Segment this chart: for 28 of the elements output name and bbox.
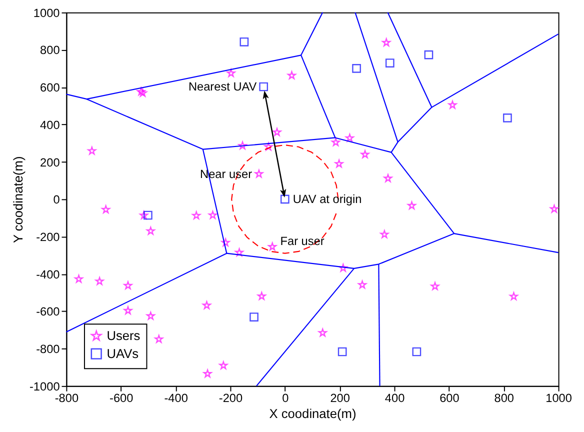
x-tick-label: 200 [330,391,350,406]
legend-label: UAVs [106,346,139,361]
y-tick-label: 200 [40,155,60,170]
x-axis-title: X coodinate(m) [269,406,356,422]
y-axis-title: Y coodinate(m) [10,156,26,244]
x-tick-label: 400 [384,391,406,406]
y-tick-label: -200 [36,230,60,244]
y-tick-label: -1000 [29,379,60,394]
y-tick-label: -600 [36,304,60,319]
x-tick-label: -400 [164,391,188,406]
x-tick-label: -800 [54,391,79,406]
y-tick-label: -800 [36,342,60,356]
annotation: Nearest UAV [188,80,257,94]
y-tick-label: 600 [40,80,60,95]
x-tick-label: 800 [494,391,514,406]
y-tick-label: -400 [36,267,60,282]
x-tick-label: 1000 [546,391,572,406]
legend-label: Users [106,328,140,343]
y-tick-label: 400 [40,118,60,132]
x-tick-label: -200 [218,391,243,406]
x-tick-label: 0 [282,391,290,406]
y-tick-label: 0 [53,192,60,207]
x-tick-label: 600 [440,391,460,406]
x-tick-label: -600 [110,391,134,406]
annotation: Far user [280,234,324,248]
y-tick-label: 800 [40,43,60,58]
annotation: UAV at origin [292,192,362,206]
y-tick-label: 1000 [33,6,60,20]
